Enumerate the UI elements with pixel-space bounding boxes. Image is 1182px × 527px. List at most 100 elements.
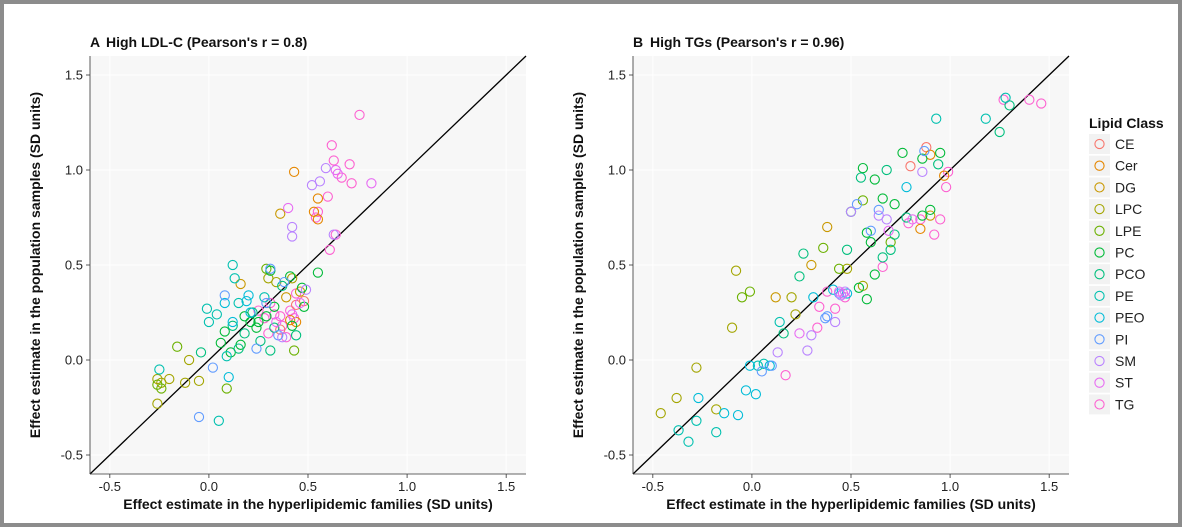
data-point-pe	[980, 113, 991, 124]
data-point-pco	[933, 159, 944, 170]
data-point-pc	[935, 147, 946, 159]
data-point-pco	[239, 328, 250, 339]
data-point-lpc	[152, 373, 163, 385]
y-tick-label: -0.5	[61, 448, 83, 463]
data-point-pe	[229, 273, 240, 284]
data-point-pi	[919, 145, 930, 157]
data-point-lpc	[183, 354, 195, 366]
data-point-pi	[193, 411, 205, 423]
data-point-tg	[265, 297, 276, 309]
data-point-lpc	[164, 373, 175, 385]
data-point-cer	[285, 314, 296, 326]
data-point-peo	[243, 290, 254, 301]
data-point-tg	[812, 322, 823, 333]
data-point-st	[286, 309, 298, 320]
data-point-sm	[300, 284, 312, 295]
data-point-peo	[219, 297, 230, 309]
data-point-dg	[822, 221, 833, 233]
panel-title-a: High LDL-C (Pearson's r = 0.8)	[106, 34, 307, 50]
data-point-lpc	[179, 377, 191, 388]
data-point-pi	[251, 343, 262, 354]
data-point-sm	[328, 229, 339, 240]
data-point-st	[837, 288, 849, 299]
data-point-lpe	[833, 263, 845, 274]
data-point-lpc	[786, 292, 797, 303]
data-point-tg	[269, 309, 280, 320]
legend-marker-pi	[1094, 334, 1105, 345]
data-point-sm	[314, 176, 326, 187]
data-point-ce	[905, 161, 916, 172]
legend-key-pi	[1089, 329, 1110, 350]
data-point-pe	[931, 113, 942, 124]
panel-title-b: High TGs (Pearson's r = 0.96)	[650, 34, 844, 50]
panel-letter-b: B	[633, 34, 643, 50]
x-tick-label: -0.5	[99, 479, 121, 494]
x-tick-label: 0.5	[842, 479, 860, 494]
data-point-pe	[201, 303, 213, 314]
data-point-sm	[829, 316, 841, 328]
data-point-peo	[719, 408, 730, 419]
x-axis-title-a: Effect estimate in the hyperlipidemic fa…	[123, 496, 493, 512]
data-point-pco	[233, 343, 244, 354]
x-tick-label: 1.0	[398, 479, 416, 494]
legend-marker-lpe	[1094, 225, 1105, 236]
x-tick-label: 1.5	[497, 479, 515, 494]
data-point-tg	[935, 214, 946, 225]
data-point-pco	[994, 126, 1005, 138]
data-point-lpe	[857, 195, 869, 206]
legend-marker-tg	[1094, 399, 1105, 410]
data-point-pi	[279, 276, 290, 288]
data-point-tg	[312, 206, 324, 217]
data-point-pc	[853, 282, 865, 293]
legend-marker-cer	[1094, 160, 1105, 171]
data-point-sm	[320, 162, 331, 174]
data-point-cer	[938, 170, 950, 181]
y-tick-label: 0.0	[65, 353, 83, 368]
legend-key-ce	[1089, 134, 1110, 154]
data-point-pi	[873, 204, 884, 216]
data-point-pc	[312, 267, 324, 278]
data-point-peo	[744, 360, 756, 371]
data-point-lpe	[152, 379, 163, 390]
data-point-dg	[281, 292, 292, 303]
data-point-tg	[344, 159, 355, 170]
data-point-peo	[732, 409, 744, 421]
data-point-dg	[925, 210, 936, 221]
legend-key-pe	[1089, 285, 1110, 306]
x-axis-title-b: Effect estimate in the hyperlipidemic fa…	[666, 496, 1036, 512]
data-point-peo	[828, 284, 839, 295]
legend-marker-peo	[1094, 312, 1105, 323]
data-point-dg	[770, 292, 781, 303]
data-point-peo	[241, 295, 252, 307]
data-point-tg	[940, 181, 952, 193]
data-point-pe	[227, 259, 238, 271]
data-point-lpc	[726, 322, 738, 333]
legend: Lipid Class CE Cer DG LPC LPE PC PCO PE PEO PI SM S…	[1089, 115, 1164, 415]
data-point-pco	[195, 347, 207, 358]
data-point-pe	[691, 415, 702, 426]
data-point-peo	[750, 389, 762, 400]
data-point-tg	[336, 172, 347, 183]
data-point-peo	[901, 181, 912, 193]
data-point-pe	[673, 425, 684, 436]
data-point-pc	[261, 311, 272, 322]
data-point-pc	[925, 204, 936, 216]
data-point-pe	[259, 292, 270, 303]
legend-key-tg	[1089, 394, 1110, 415]
data-point-lpe	[744, 286, 756, 297]
data-point-pco	[265, 345, 276, 356]
data-point-pi	[766, 360, 777, 371]
data-point-sm	[772, 347, 783, 358]
x-tick-label: 0.0	[200, 479, 218, 494]
data-point-lpc	[655, 408, 666, 419]
points-a	[152, 109, 377, 426]
data-point-peo	[740, 385, 752, 396]
data-point-tg	[903, 218, 914, 229]
data-point-tg	[322, 191, 333, 202]
panel-b: -0.5 0.0 0.5 1.0 1.5 -0.5 0.0 0.5 1.0 1.5 B High …	[570, 34, 1070, 512]
data-point-pco	[889, 229, 900, 240]
data-point-pe	[203, 316, 215, 328]
data-point-cer	[312, 193, 324, 204]
legend-label-cer: Cer	[1115, 158, 1138, 174]
data-point-tg	[310, 212, 322, 223]
